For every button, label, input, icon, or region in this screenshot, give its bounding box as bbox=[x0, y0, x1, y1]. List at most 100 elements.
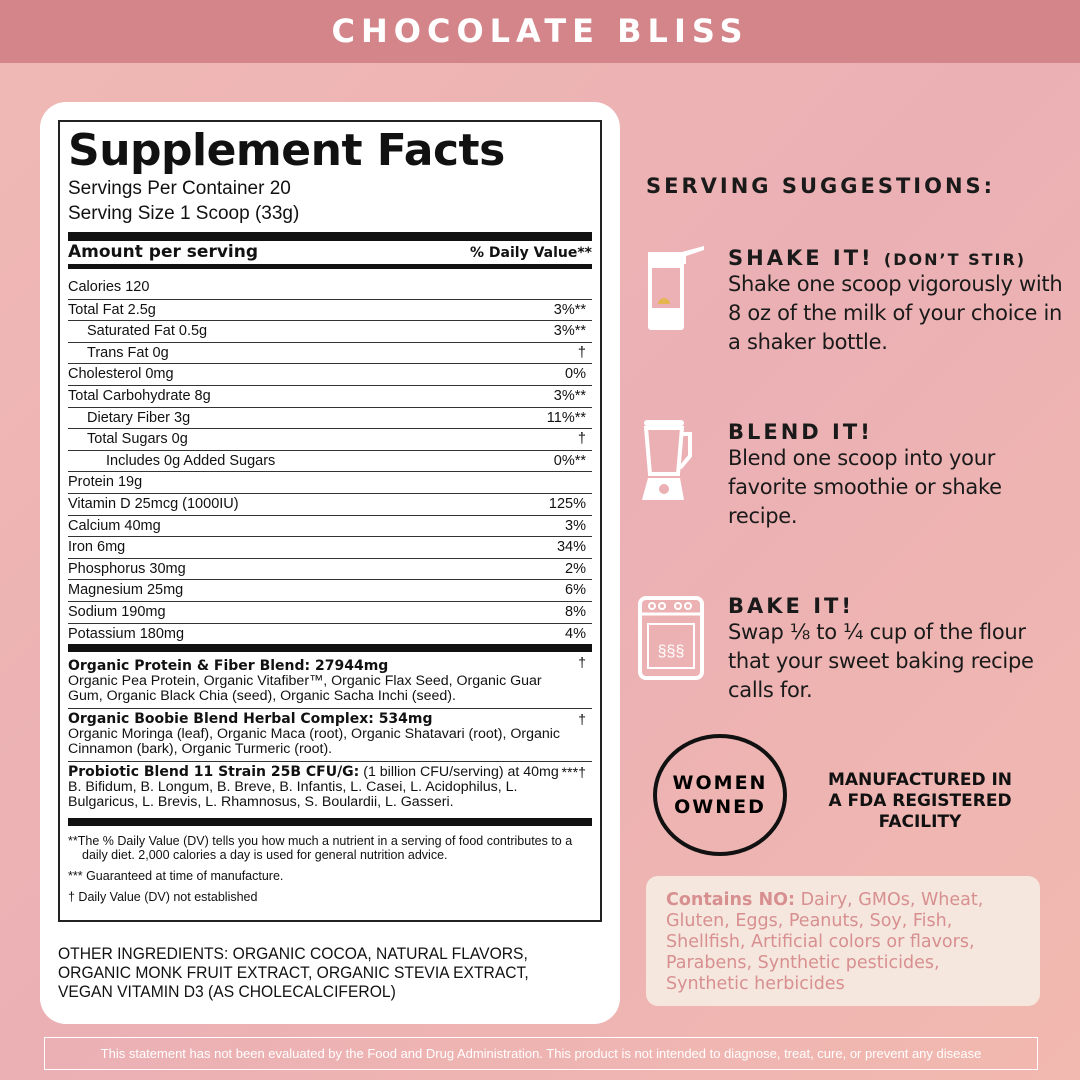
blends: Organic Protein & Fiber Blend: 27944mg † O… bbox=[68, 644, 592, 814]
blend-section: Organic Boobie Blend Herbal Complex: 534… bbox=[68, 708, 592, 761]
blend-extra: (1 billion CFU/serving) at 40mg bbox=[359, 764, 559, 781]
nutrient-dv: 125% bbox=[548, 495, 586, 512]
suggestion-text: Shake one scoop vigorously with 8 oz of … bbox=[728, 272, 1063, 354]
suggestion-text: Swap ⅛ to ¼ cup of the flour that your s… bbox=[728, 620, 1034, 702]
nutrient-row: Calcium 40mg 3% bbox=[68, 514, 592, 537]
blend-title: Probiotic Blend 11 Strain 25B CFU/G: bbox=[68, 764, 360, 781]
fda-facility-badge: MANUFACTURED IN A FDA REGISTERED FACILIT… bbox=[827, 770, 1013, 832]
blend-mark: † bbox=[578, 655, 586, 672]
facts-title: Supplement Facts bbox=[68, 125, 505, 176]
nutrient-name: Calcium 40mg bbox=[68, 517, 161, 534]
nutrient-row: Calories 120 bbox=[68, 277, 592, 299]
nutrient-rows: Calories 120 Total Fat 2.5g 3%** Saturated … bbox=[68, 269, 592, 644]
serving-suggestions-title: SERVING SUGGESTIONS: bbox=[646, 174, 996, 198]
blender-icon bbox=[642, 420, 692, 500]
suggestion-text: Blend one scoop into your favorite smoot… bbox=[728, 446, 1002, 528]
nutrient-name: Saturated Fat 0.5g bbox=[87, 323, 208, 340]
nutrient-dv: 4% bbox=[565, 625, 586, 642]
oven-icon: §§§ bbox=[638, 596, 704, 680]
amount-header: Amount per serving % Daily Value** bbox=[68, 241, 592, 269]
nutrient-dv: 11%** bbox=[546, 409, 586, 426]
suggestion-note: (DON’T STIR) bbox=[883, 250, 1027, 269]
nutrient-row: Trans Fat 0g † bbox=[68, 341, 592, 364]
suggestion-title: BLEND IT! bbox=[728, 420, 873, 444]
nutrient-name: Includes 0g Added Sugars bbox=[106, 452, 276, 469]
blend-ingredients: B. Bifidum, B. Longum, B. Breve, B. Infa… bbox=[68, 779, 518, 811]
nutrient-dv: † bbox=[577, 344, 586, 361]
footnote: † Daily Value (DV) not established bbox=[68, 890, 258, 905]
nutrient-row: Phosphorus 30mg 2% bbox=[68, 557, 592, 580]
nutrient-dv: 0% bbox=[565, 366, 586, 383]
nutrient-dv: 2% bbox=[565, 560, 586, 577]
servings-per-container: Servings Per Container 20 bbox=[68, 178, 291, 199]
nutrient-dv: 8% bbox=[565, 603, 586, 620]
blend-mark: ***† bbox=[561, 765, 586, 782]
nutrient-dv: 0%** bbox=[553, 452, 586, 469]
footnote: **The % Daily Value (DV) tells you how m… bbox=[68, 834, 573, 863]
blend-ingredients: Organic Pea Protein, Organic Vitafiber™,… bbox=[68, 673, 542, 705]
nutrient-row: Includes 0g Added Sugars 0%** bbox=[68, 449, 592, 472]
nutrient-row: Dietary Fiber 3g 11%** bbox=[68, 406, 592, 429]
suggestion-shake: SHAKE IT! (DON’T STIR) Shake one scoop v… bbox=[638, 246, 1068, 357]
nutrient-dv bbox=[586, 277, 592, 299]
women-owned-badge: WOMEN OWNED bbox=[653, 734, 787, 856]
daily-value-header: % Daily Value** bbox=[470, 245, 592, 261]
nutrient-row: Protein 19g bbox=[68, 471, 592, 493]
nutrient-name: Phosphorus 30mg bbox=[68, 560, 186, 577]
nutrient-dv bbox=[586, 472, 592, 493]
nutrient-row: Total Carbohydrate 8g 3%** bbox=[68, 384, 592, 407]
nutrient-dv: 6% bbox=[565, 582, 586, 599]
shaker-bottle-icon bbox=[648, 246, 704, 330]
nutrient-name: Total Carbohydrate 8g bbox=[68, 387, 211, 404]
nutrient-row: Magnesium 25mg 6% bbox=[68, 579, 592, 601]
nutrient-name: Calories 120 bbox=[68, 279, 150, 295]
nutrient-row: Iron 6mg 34% bbox=[68, 536, 592, 558]
amount-per-serving: Amount per serving bbox=[68, 242, 259, 262]
nutrient-row: Saturated Fat 0.5g 3%** bbox=[68, 320, 592, 342]
blend-title: Organic Boobie Blend Herbal Complex: 534… bbox=[68, 711, 433, 728]
suggestion-title: SHAKE IT! bbox=[728, 246, 874, 270]
supplement-facts-card: Supplement Facts Servings Per Container … bbox=[40, 102, 620, 1024]
nutrient-name: Iron 6mg bbox=[68, 539, 126, 556]
suggestion-blend: BLEND IT! Blend one scoop into your favo… bbox=[638, 420, 1068, 531]
contains-label: Contains NO: bbox=[666, 890, 795, 910]
nutrient-dv: 3%** bbox=[553, 387, 586, 404]
page-title: CHOCOLATE BLISS bbox=[0, 0, 1080, 63]
nutrient-dv: 3% bbox=[565, 517, 586, 534]
nutrient-name: Total Fat 2.5g bbox=[68, 301, 156, 318]
footnote: *** Guaranteed at time of manufacture. bbox=[68, 869, 284, 884]
badge-line: WOMEN bbox=[672, 772, 768, 794]
nutrient-name: Protein 19g bbox=[68, 474, 143, 491]
badge-line: OWNED bbox=[674, 796, 766, 818]
nutrient-row: Total Fat 2.5g 3%** bbox=[68, 298, 592, 321]
suggestion-bake: §§§ BAKE IT! Swap ⅛ to ¼ cup of the flou… bbox=[638, 594, 1068, 705]
blend-section: Organic Protein & Fiber Blend: 27944mg † O… bbox=[68, 644, 592, 708]
nutrient-name: Potassium 180mg bbox=[68, 625, 185, 642]
nutrient-dv: † bbox=[577, 431, 586, 448]
nutrient-row: Vitamin D 25mcg (1000IU) 125% bbox=[68, 492, 592, 515]
nutrient-name: Cholesterol 0mg bbox=[68, 366, 174, 383]
blend-mark: † bbox=[578, 712, 586, 729]
nutrient-name: Vitamin D 25mcg (1000IU) bbox=[68, 495, 239, 512]
blend-ingredients: Organic Moringa (leaf), Organic Maca (ro… bbox=[68, 726, 561, 758]
suggestion-title: BAKE IT! bbox=[728, 594, 854, 618]
nutrient-row: Potassium 180mg 4% bbox=[68, 622, 592, 645]
serving-size: Serving Size 1 Scoop (33g) bbox=[68, 203, 300, 224]
nutrient-row: Cholesterol 0mg 0% bbox=[68, 363, 592, 385]
other-ingredients: OTHER INGREDIENTS: ORGANIC COCOA, NATURA… bbox=[58, 944, 529, 1001]
footnotes: **The % Daily Value (DV) tells you how m… bbox=[68, 818, 592, 904]
allergen-box: Contains NO: Dairy, GMOs, Wheat, Gluten,… bbox=[646, 876, 1040, 1006]
nutrient-dv: 34% bbox=[556, 539, 586, 556]
nutrient-name: Trans Fat 0g bbox=[87, 344, 169, 361]
fda-disclaimer: This statement has not been evaluated by… bbox=[44, 1037, 1038, 1070]
nutrient-row: Total Sugars 0g † bbox=[68, 428, 592, 450]
blend-title: Organic Protein & Fiber Blend: 27944mg bbox=[68, 658, 389, 675]
contains-text: Dairy, GMOs, Wheat, Gluten, Eggs, Peanut… bbox=[666, 890, 984, 994]
nutrient-name: Sodium 190mg bbox=[68, 603, 166, 620]
svg-text:§§§: §§§ bbox=[658, 643, 685, 660]
nutrient-name: Magnesium 25mg bbox=[68, 582, 184, 599]
nutrient-dv: 3%** bbox=[553, 301, 586, 318]
nutrient-dv: 3%** bbox=[553, 323, 586, 340]
divider bbox=[68, 232, 592, 241]
blend-section: Probiotic Blend 11 Strain 25B CFU/G: (1 … bbox=[68, 761, 592, 814]
